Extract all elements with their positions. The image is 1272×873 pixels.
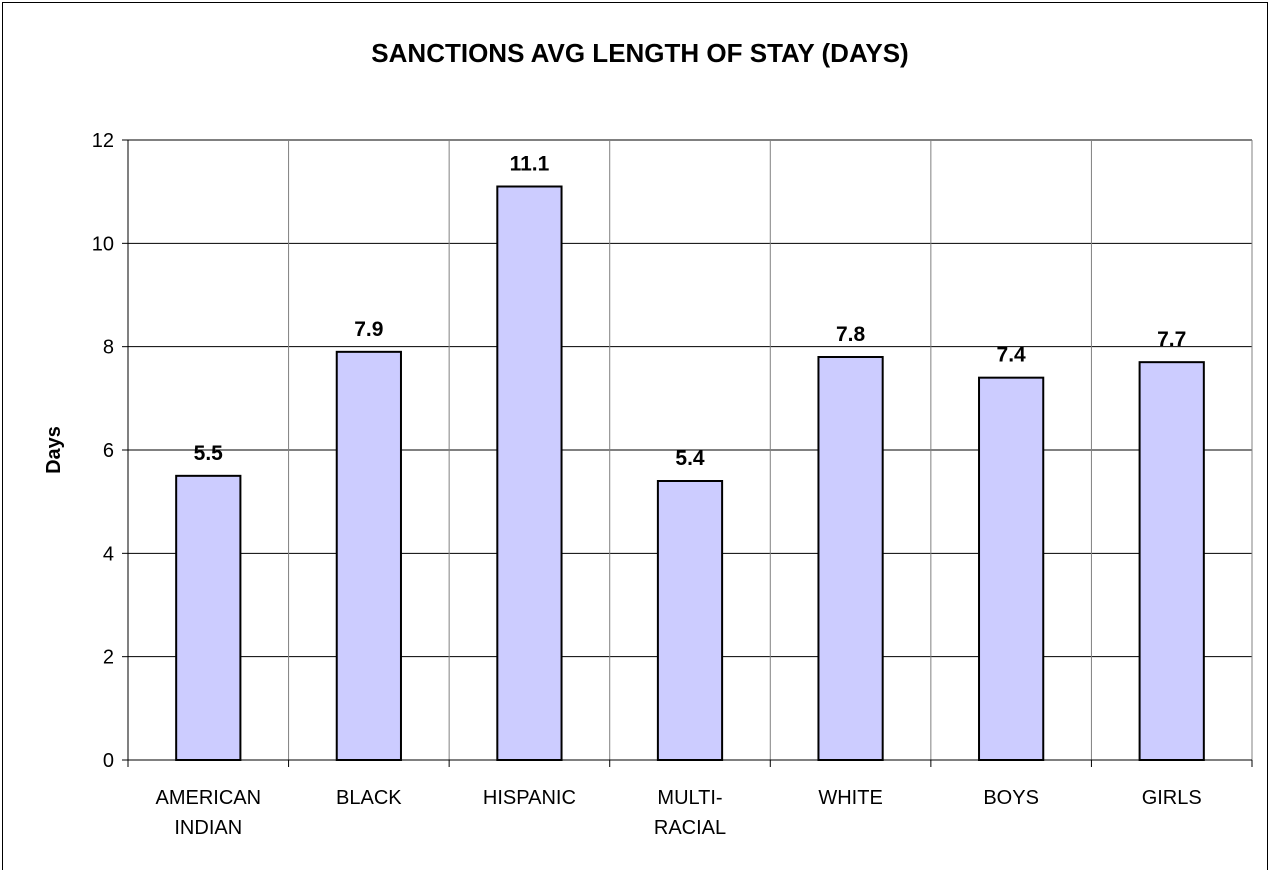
y-tick-label: 4 xyxy=(103,543,114,565)
x-category-label: HISPANIC xyxy=(483,787,576,809)
bar-value-label: 5.5 xyxy=(194,442,224,465)
bar xyxy=(175,474,242,761)
y-tick-label: 6 xyxy=(103,440,114,462)
bar xyxy=(978,376,1045,761)
x-category-label: BLACK xyxy=(336,787,402,809)
x-category-label: GIRLS xyxy=(1142,787,1202,809)
data-labels: 5.5 7.9 11.1 5.4 7.8 7.4 7.7 xyxy=(194,153,1187,471)
bar-value-label: 5.4 xyxy=(675,447,705,470)
x-category-label: WHITE xyxy=(818,787,882,809)
y-tick-label: 12 xyxy=(92,130,114,152)
tick-labels: 0 2 4 6 8 10 12 AMERICAN INDIAN BLACK HISPANIC MULT… xyxy=(92,130,1202,839)
y-tick-label: 8 xyxy=(103,337,114,359)
x-category-label: INDIAN xyxy=(174,817,242,839)
x-category-label: AMERICAN xyxy=(155,787,261,809)
y-tick-label: 2 xyxy=(103,647,114,669)
bar-value-label: 7.8 xyxy=(836,323,866,346)
y-tick-label: 0 xyxy=(103,750,114,772)
bar-value-label: 7.9 xyxy=(354,318,383,341)
bar xyxy=(1138,361,1205,761)
x-category-label: MULTI- xyxy=(657,787,722,809)
bar-value-label: 7.7 xyxy=(1157,328,1186,351)
bars xyxy=(175,185,1205,761)
bar-value-label: 11.1 xyxy=(510,153,550,176)
bar xyxy=(656,480,724,761)
x-category-label: BOYS xyxy=(983,787,1039,809)
y-tick-label: 10 xyxy=(92,233,114,255)
bar xyxy=(817,356,884,761)
x-category-label: RACIAL xyxy=(654,817,726,839)
bar-value-label: 7.4 xyxy=(997,344,1027,367)
chart-title: SANCTIONS AVG LENGTH OF STAY (DAYS) xyxy=(371,38,908,68)
y-axis-label: Days xyxy=(43,426,65,474)
bar xyxy=(335,350,402,761)
bar xyxy=(496,185,563,761)
